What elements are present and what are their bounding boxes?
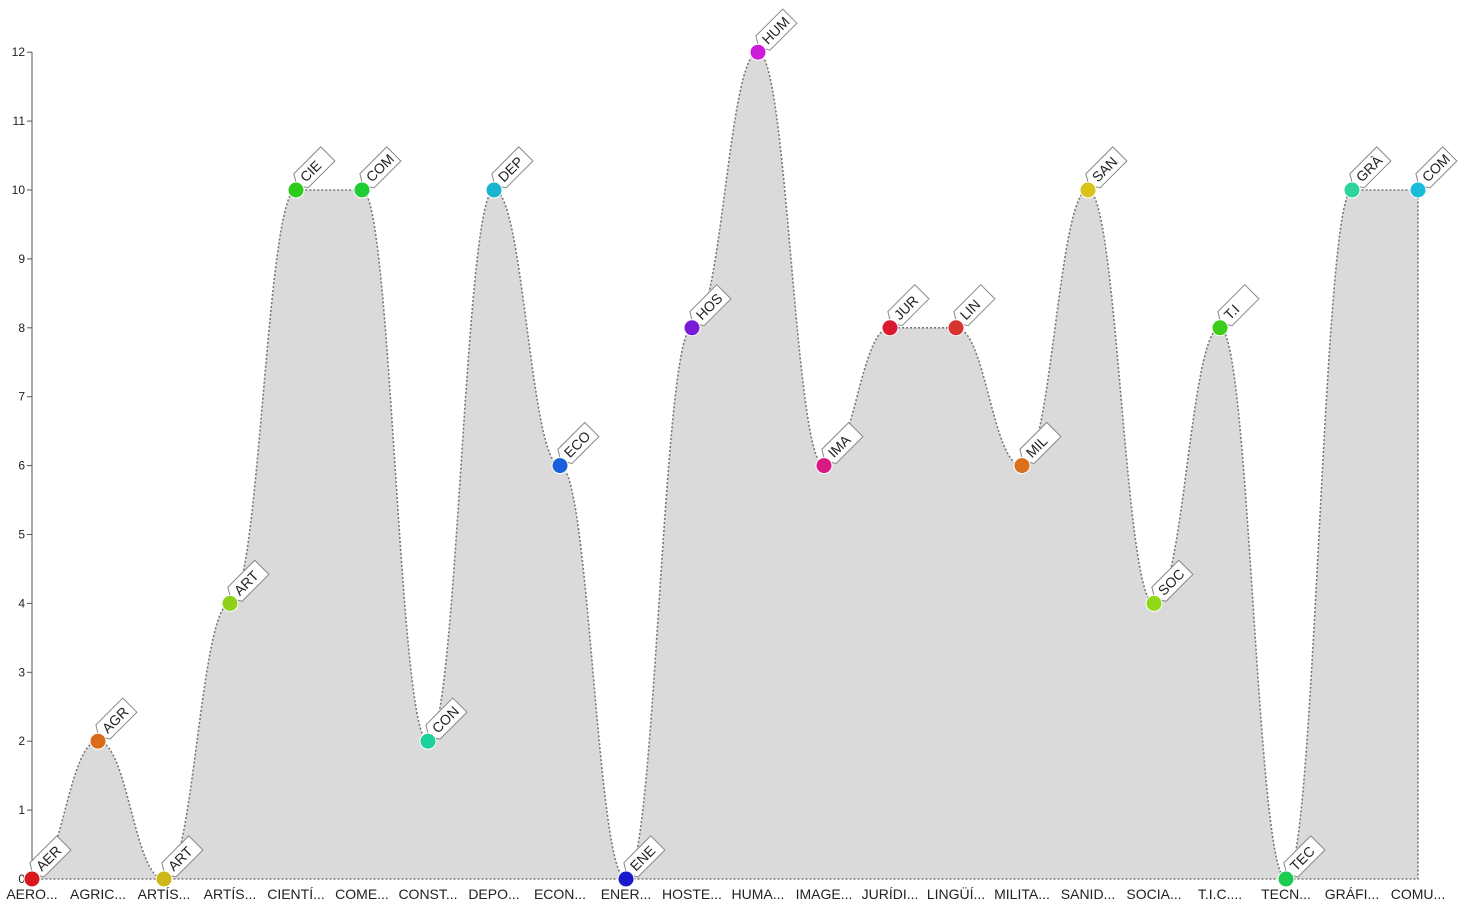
data-point[interactable] xyxy=(221,594,239,612)
point-tag: ENE xyxy=(623,835,666,878)
data-point[interactable] xyxy=(1145,594,1163,612)
data-point[interactable] xyxy=(617,870,635,888)
data-point[interactable] xyxy=(485,181,503,199)
x-category-label: ARTÍS... xyxy=(204,886,257,902)
x-category-label: IMAGE... xyxy=(796,886,853,902)
x-category-label: ECON... xyxy=(534,886,586,902)
tag-shape xyxy=(1349,146,1392,189)
x-category-label: SANID... xyxy=(1061,886,1115,902)
x-category-label: T.I.C.... xyxy=(1198,886,1242,902)
x-category-label: TECN... xyxy=(1261,886,1311,902)
data-point[interactable] xyxy=(1013,457,1031,475)
x-category-label: MILITA... xyxy=(994,886,1050,902)
tag-shape xyxy=(359,146,402,189)
data-point[interactable] xyxy=(1343,181,1361,199)
tag-shape xyxy=(161,835,204,878)
x-category-label: AGRIC... xyxy=(70,886,126,902)
x-category-label: COME... xyxy=(335,886,389,902)
data-point[interactable] xyxy=(1277,870,1295,888)
tag-shape xyxy=(953,283,996,327)
tag-shape xyxy=(755,8,798,51)
data-point[interactable] xyxy=(23,870,41,888)
data-point[interactable] xyxy=(89,732,107,750)
y-tick-label: 0 xyxy=(18,872,25,886)
data-point[interactable] xyxy=(1079,181,1097,199)
data-point[interactable] xyxy=(815,457,833,475)
area-fill xyxy=(31,51,1419,880)
data-point[interactable] xyxy=(155,870,173,888)
y-tick-label: 5 xyxy=(18,528,25,542)
y-tick-label: 10 xyxy=(12,183,26,197)
tag-shape xyxy=(887,283,930,327)
x-category-label: HOSTE... xyxy=(662,886,722,902)
tag-shape xyxy=(557,421,600,465)
point-tag: T.I xyxy=(1217,283,1260,327)
x-category-label: GRÁFI... xyxy=(1325,886,1379,902)
x-axis: AERO... AGRIC... ARTÍS... ARTÍS... CIENTÍ...… xyxy=(6,885,1445,902)
y-tick-label: 8 xyxy=(18,321,25,335)
tag-shape xyxy=(1085,146,1128,189)
data-point[interactable] xyxy=(419,732,437,750)
x-category-label: ARTÍS... xyxy=(138,886,191,902)
y-tick-label: 1 xyxy=(18,803,25,817)
x-category-label: ENER... xyxy=(601,886,652,902)
tag-shape xyxy=(689,283,732,327)
tag-shape xyxy=(95,697,138,740)
data-point[interactable] xyxy=(287,181,305,199)
y-tick-label: 3 xyxy=(18,665,25,679)
y-tick-label: 12 xyxy=(12,45,26,59)
tag-shape xyxy=(491,146,534,189)
x-category-label: JURÍDI... xyxy=(862,886,919,902)
x-category-label: COMU... xyxy=(1391,886,1445,902)
data-point[interactable] xyxy=(947,319,965,337)
tag-shape xyxy=(1283,835,1326,878)
x-category-label: CONST... xyxy=(398,886,457,902)
x-category-label: HUMA... xyxy=(732,886,785,902)
x-category-label: LINGÜÍ... xyxy=(927,885,985,902)
y-tick-label: 11 xyxy=(13,114,26,128)
y-tick-label: 6 xyxy=(18,459,25,473)
data-point[interactable] xyxy=(551,457,569,475)
data-point[interactable] xyxy=(683,319,701,337)
data-point[interactable] xyxy=(1211,319,1229,337)
tag-shape xyxy=(1415,146,1458,189)
tag-shape xyxy=(623,835,666,878)
data-point[interactable] xyxy=(749,43,767,61)
x-category-label: DEPO... xyxy=(468,886,519,902)
x-category-label: AERO... xyxy=(6,886,57,902)
tag-shape xyxy=(1217,283,1260,327)
tag-shape xyxy=(1151,559,1194,602)
tag-shape xyxy=(29,835,72,878)
y-tick-label: 9 xyxy=(18,252,25,266)
tag-shape xyxy=(1019,421,1062,465)
y-tick-label: 2 xyxy=(18,734,25,748)
tag-shape xyxy=(425,697,468,740)
y-tick-label: 4 xyxy=(18,596,25,610)
area-series xyxy=(31,51,1419,880)
tag-shape xyxy=(227,559,270,602)
y-tick-label: 7 xyxy=(18,390,25,404)
tag-shape xyxy=(821,421,864,465)
data-point[interactable] xyxy=(881,319,899,337)
x-category-label: CIENTÍ... xyxy=(267,886,325,902)
data-point[interactable] xyxy=(353,181,371,199)
tag-shape xyxy=(293,146,336,189)
data-point[interactable] xyxy=(1409,181,1427,199)
x-category-label: SOCIA... xyxy=(1126,886,1181,902)
